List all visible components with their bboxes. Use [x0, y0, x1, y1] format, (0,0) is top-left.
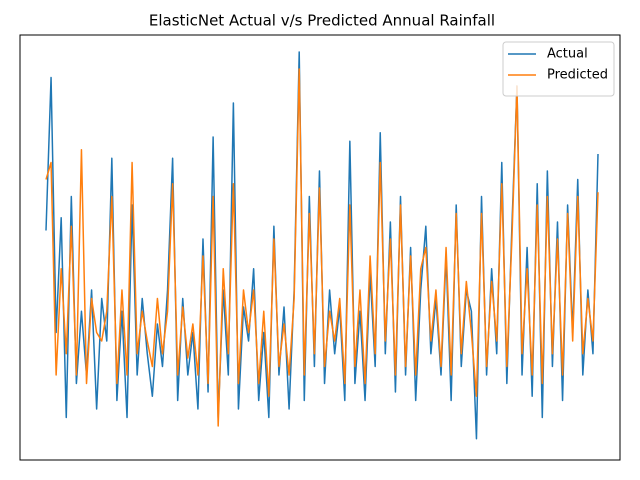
axes-frame: [19, 34, 621, 461]
line-series: [45, 68, 599, 427]
legend-label: Actual: [547, 47, 588, 62]
legend-box: [502, 41, 615, 97]
chart-title: ElasticNet Actual v/s Predicted Annual R…: [149, 12, 495, 30]
legend: Actual Predicted: [502, 41, 615, 97]
legend-label: Predicted: [547, 68, 608, 83]
plot-area: [45, 51, 599, 440]
